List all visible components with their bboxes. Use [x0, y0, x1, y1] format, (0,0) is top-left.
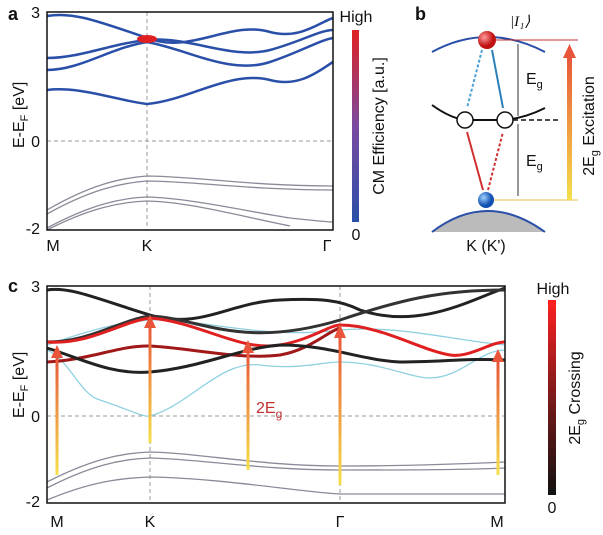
excitation-label: 2Eg Excitation [581, 76, 601, 176]
label-part: E-E [11, 391, 28, 418]
label-part: [eV] [11, 82, 28, 115]
label-sub: F [19, 114, 31, 121]
gap-label: Eg [526, 153, 543, 173]
x-tick-label: M [46, 238, 59, 255]
colorbar [548, 300, 556, 495]
x-tick-label: Γ [336, 514, 345, 531]
label-part: 2E [567, 425, 584, 445]
colorbar-top: High [537, 281, 570, 298]
colorbar-top: High [340, 9, 373, 26]
y-tick-label: 0 [31, 409, 40, 426]
label-part: 2E [581, 156, 598, 176]
panel-c-plot [46, 285, 506, 504]
gap-label: Eg [526, 71, 543, 91]
label-part: Excitation [581, 76, 598, 150]
y-tick-label: -2 [26, 221, 40, 238]
colorbar-bottom: 0 [352, 227, 361, 244]
label-sub: g [537, 161, 543, 173]
annotation: 2Eg [256, 400, 282, 421]
label-sub: g [537, 79, 543, 91]
panel-letter: a [8, 4, 19, 24]
label-sub: F [19, 384, 31, 391]
label-part: 2E [256, 400, 276, 417]
panel-b-diagram [431, 31, 578, 233]
colorbar-label: CM Efficiency [a.u.] [371, 57, 388, 195]
label-part: E-E [11, 121, 28, 148]
x-tick-label: K [145, 514, 156, 531]
label-part: E [526, 71, 537, 88]
colorbar-label: 2Eg Crossing [567, 351, 587, 444]
label-part: [eV] [11, 352, 28, 385]
x-tick-label: M [50, 514, 63, 531]
y-tick-label: 3 [31, 279, 40, 296]
colorbar [352, 30, 359, 222]
label-sub: g [276, 407, 283, 421]
panel-letter: b [415, 4, 426, 24]
label-part: E [526, 153, 537, 170]
state-label: |I₁⟩ [510, 14, 530, 30]
label-sub: g [575, 419, 587, 425]
panel-letter: c [8, 276, 18, 296]
y-tick-label: -2 [26, 494, 40, 511]
y-tick-label: 0 [31, 134, 40, 151]
x-tick-label: Γ [323, 238, 332, 255]
y-axis-label: E-EF [eV] [11, 82, 31, 148]
x-label: K (K') [466, 238, 506, 255]
excitation-arrows [51, 315, 504, 485]
label-sub: g [589, 150, 601, 156]
y-tick-label: 3 [31, 5, 40, 22]
y-axis-label: E-EF [eV] [11, 352, 31, 418]
x-tick-label: M [490, 514, 503, 531]
label-part: Crossing [567, 351, 584, 419]
colorbar-bottom: 0 [548, 500, 557, 517]
x-tick-label: K [142, 238, 153, 255]
panel-a-plot [46, 11, 334, 231]
